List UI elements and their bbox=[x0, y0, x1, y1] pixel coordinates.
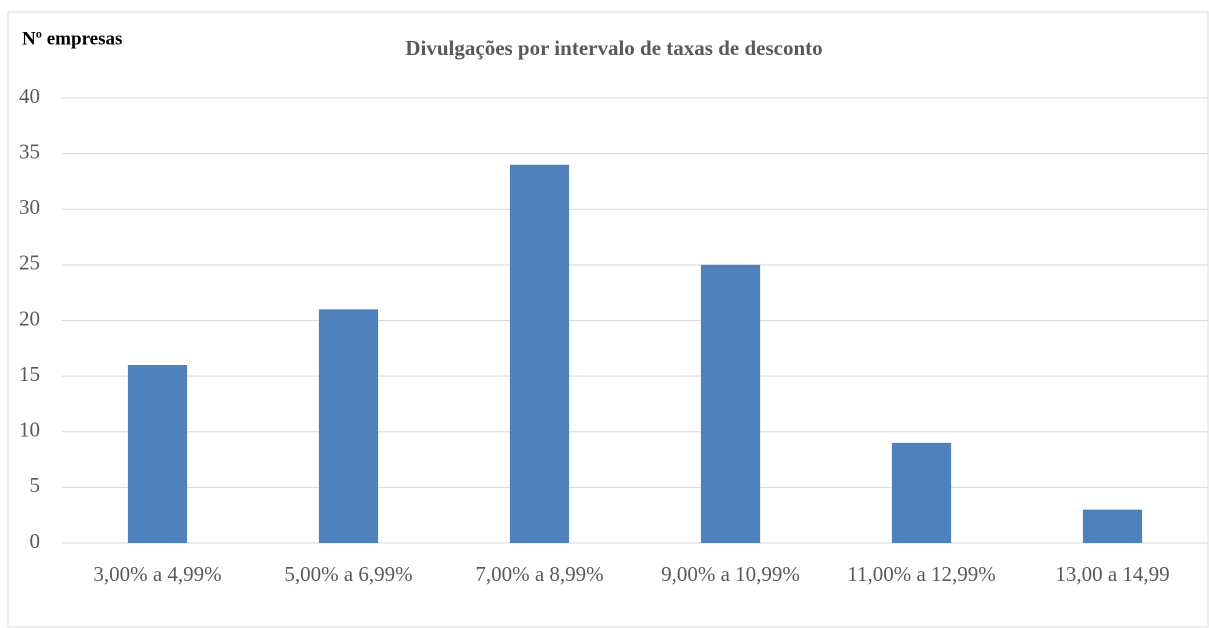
bar bbox=[1082, 509, 1143, 543]
x-tick-label: 5,00% a 6,99% bbox=[284, 562, 412, 586]
y-tick-label: 5 bbox=[30, 473, 41, 497]
y-tick-label: 25 bbox=[19, 251, 40, 275]
y-tick-label: 40 bbox=[19, 84, 40, 108]
x-tick-label: 9,00% a 10,99% bbox=[661, 562, 800, 586]
bar bbox=[700, 264, 761, 543]
y-tick-label: 15 bbox=[19, 362, 40, 386]
y-tick-label: 30 bbox=[19, 195, 40, 219]
bar bbox=[891, 442, 952, 543]
y-tick-label: 10 bbox=[19, 418, 40, 442]
y-tick-label: 0 bbox=[30, 529, 41, 553]
y-tick-label: 20 bbox=[19, 306, 40, 330]
bar bbox=[127, 365, 188, 543]
x-tick-label: 11,00% a 12,99% bbox=[847, 562, 996, 586]
x-tick-label: 3,00% a 4,99% bbox=[93, 562, 221, 586]
y-tick-label: 35 bbox=[19, 139, 40, 163]
y-axis-label: Nº empresas bbox=[22, 28, 122, 49]
x-tick-label: 13,00 a 14,99 bbox=[1055, 562, 1169, 586]
chart-title: Divulgações por intervalo de taxas de de… bbox=[405, 36, 822, 60]
x-tick-label: 7,00% a 8,99% bbox=[475, 562, 603, 586]
bar bbox=[318, 309, 379, 543]
chart-border bbox=[7, 11, 1209, 628]
bar bbox=[509, 164, 570, 543]
